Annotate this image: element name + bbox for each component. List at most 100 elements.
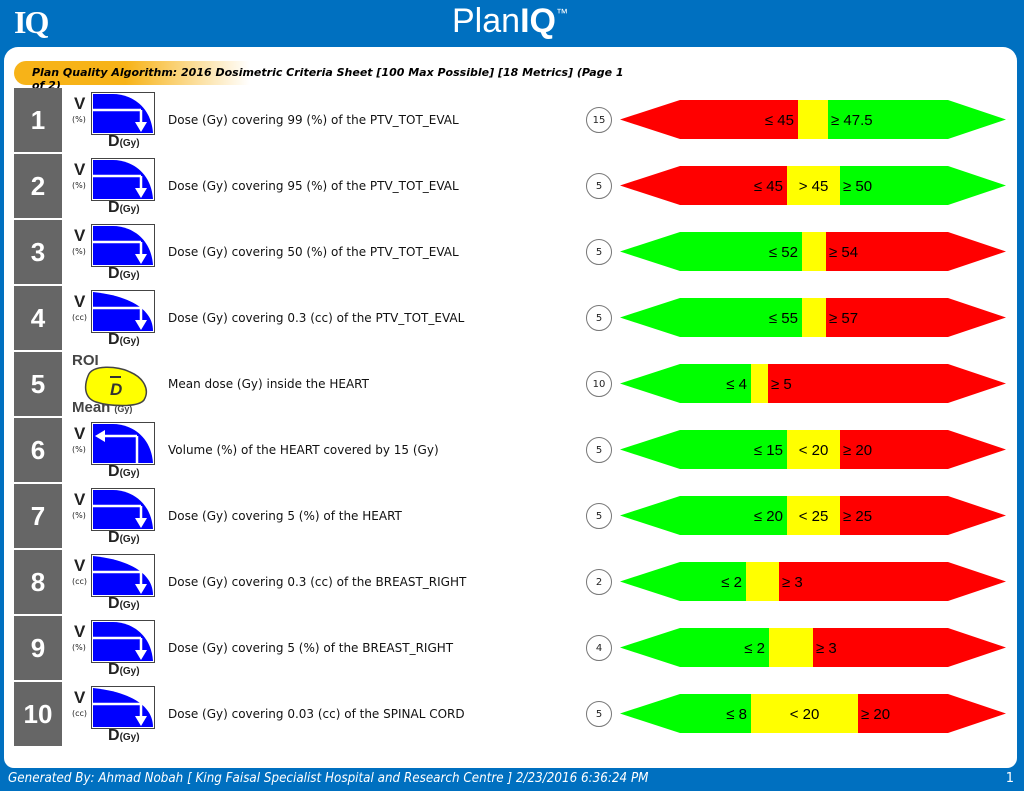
scale-segment-mid (787, 430, 840, 469)
volume-unit: (cc) (72, 577, 88, 586)
metric-number: 1 (14, 88, 62, 152)
brand-title: PlanIQ™ (452, 2, 568, 41)
dose-text: D (108, 199, 120, 216)
criteria-scale-bar: ≤ 20 < 25 ≥ 25 (620, 496, 1006, 535)
dose-text: D (108, 265, 120, 282)
dvh-dose-cc-icon (91, 290, 155, 337)
criteria-scale-bar: ≤ 45 ≥ 47.5 (620, 100, 1006, 139)
dose-label: D(Gy) (108, 199, 140, 217)
brand-iq: IQ (520, 2, 556, 40)
volume-label: V (74, 688, 86, 707)
scale-segment-mid (751, 364, 768, 403)
criteria-scale-bar: ≤ 52 ≥ 54 (620, 232, 1006, 271)
dvh-dose-cc-icon (91, 686, 155, 733)
metric-max-score: 5 (586, 503, 612, 529)
volume-label: V (74, 556, 86, 575)
volume-unit: (%) (72, 181, 86, 190)
mean-text: Mean (72, 399, 111, 416)
mid-threshold-label: < 20 (790, 706, 820, 723)
low-threshold-label: ≤ 8 (726, 706, 747, 723)
dose-text: D (108, 595, 120, 612)
low-threshold-label: ≤ 20 (754, 508, 783, 525)
metric-max-score: 4 (586, 635, 612, 661)
volume-unit: (%) (72, 643, 86, 652)
metric-row: 5 ROI D Mean (Gy) Mean dose (Gy) inside th… (4, 352, 1017, 418)
mean-label: Mean (Gy) (72, 399, 132, 416)
dose-unit: (Gy) (119, 666, 140, 677)
metric-row: 10 V (cc) D(Gy) Dose (Gy) covering 0.03 (… (4, 682, 1017, 748)
low-threshold-label: ≤ 15 (754, 442, 783, 459)
mean-dose-roi-icon: D (78, 362, 158, 416)
low-threshold-label: ≤ 2 (744, 640, 765, 657)
mean-unit: (Gy) (114, 404, 133, 414)
high-threshold-label: ≥ 20 (843, 442, 872, 459)
mid-threshold-label: < 25 (799, 508, 829, 525)
scale-segment-mid (769, 628, 813, 667)
dose-label: D(Gy) (108, 463, 140, 481)
metric-number: 6 (14, 418, 62, 482)
svg-text:D: D (110, 380, 122, 399)
dose-text: D (108, 463, 120, 480)
dose-label: D(Gy) (108, 529, 140, 547)
low-threshold-label: ≤ 45 (754, 178, 783, 195)
sheet-title-banner: Plan Quality Algorithm: 2016 Dosimetric … (14, 61, 634, 92)
volume-label: V (74, 490, 86, 509)
high-threshold-label: ≥ 54 (829, 244, 858, 261)
metric-number: 3 (14, 220, 62, 284)
volume-label: V (74, 292, 86, 311)
footer-generated-by: Generated By: Ahmad Nobah [ King Faisal … (8, 771, 649, 786)
metric-max-score: 5 (586, 239, 612, 265)
scale-segment-mid (751, 694, 858, 733)
dvh-dose-icon (91, 488, 155, 535)
scale-segment-high (768, 364, 1006, 403)
metric-description: Dose (Gy) covering 0.3 (cc) of the BREAS… (168, 575, 467, 589)
volume-label: V (74, 424, 86, 443)
dvh-dose-icon (91, 620, 155, 667)
brand-tm: ™ (555, 6, 568, 20)
high-threshold-label: ≥ 57 (829, 310, 858, 327)
metric-description: Dose (Gy) covering 0.3 (cc) of the PTV_T… (168, 311, 465, 325)
metric-max-score: 5 (586, 305, 612, 331)
mid-threshold-label: < 20 (799, 442, 829, 459)
criteria-scale-bar: ≤ 55 ≥ 57 (620, 298, 1006, 337)
metric-description: Volume (%) of the HEART covered by 15 (G… (168, 443, 439, 457)
dose-unit: (Gy) (119, 468, 140, 479)
metric-max-score: 5 (586, 173, 612, 199)
criteria-sheet-panel: Plan Quality Algorithm: 2016 Dosimetric … (4, 47, 1017, 768)
low-threshold-label: ≤ 52 (769, 244, 798, 261)
metric-number: 2 (14, 154, 62, 218)
metric-description: Dose (Gy) covering 5 (%) of the BREAST_R… (168, 641, 454, 655)
scale-segment-mid (802, 298, 826, 337)
high-threshold-label: ≥ 50 (843, 178, 872, 195)
criteria-scale-bar: ≤ 4 ≥ 5 (620, 364, 1006, 403)
high-threshold-label: ≥ 5 (771, 376, 792, 393)
dvh-dose-icon (91, 224, 155, 271)
dose-unit: (Gy) (119, 534, 140, 545)
dose-text: D (108, 133, 120, 150)
dose-text: D (108, 331, 120, 348)
mid-threshold-label: > 45 (799, 178, 829, 195)
volume-label: V (74, 622, 86, 641)
volume-unit: (%) (72, 115, 86, 124)
low-threshold-label: ≤ 55 (769, 310, 798, 327)
low-threshold-label: ≤ 2 (721, 574, 742, 591)
dose-label: D(Gy) (108, 133, 140, 151)
metric-description: Dose (Gy) covering 50 (%) of the PTV_TOT… (168, 245, 459, 259)
metric-max-score: 5 (586, 701, 612, 727)
dose-text: D (108, 661, 120, 678)
dose-label: D(Gy) (108, 595, 140, 613)
criteria-scale-bar: ≤ 15 < 20 ≥ 20 (620, 430, 1006, 469)
dose-unit: (Gy) (119, 270, 140, 281)
criteria-scale-bar: ≤ 2 ≥ 3 (620, 562, 1006, 601)
metric-number: 9 (14, 616, 62, 680)
dose-unit: (Gy) (119, 138, 140, 149)
scale-segment-mid (746, 562, 779, 601)
scale-segment-high (779, 562, 1006, 601)
dose-text: D (108, 727, 120, 744)
